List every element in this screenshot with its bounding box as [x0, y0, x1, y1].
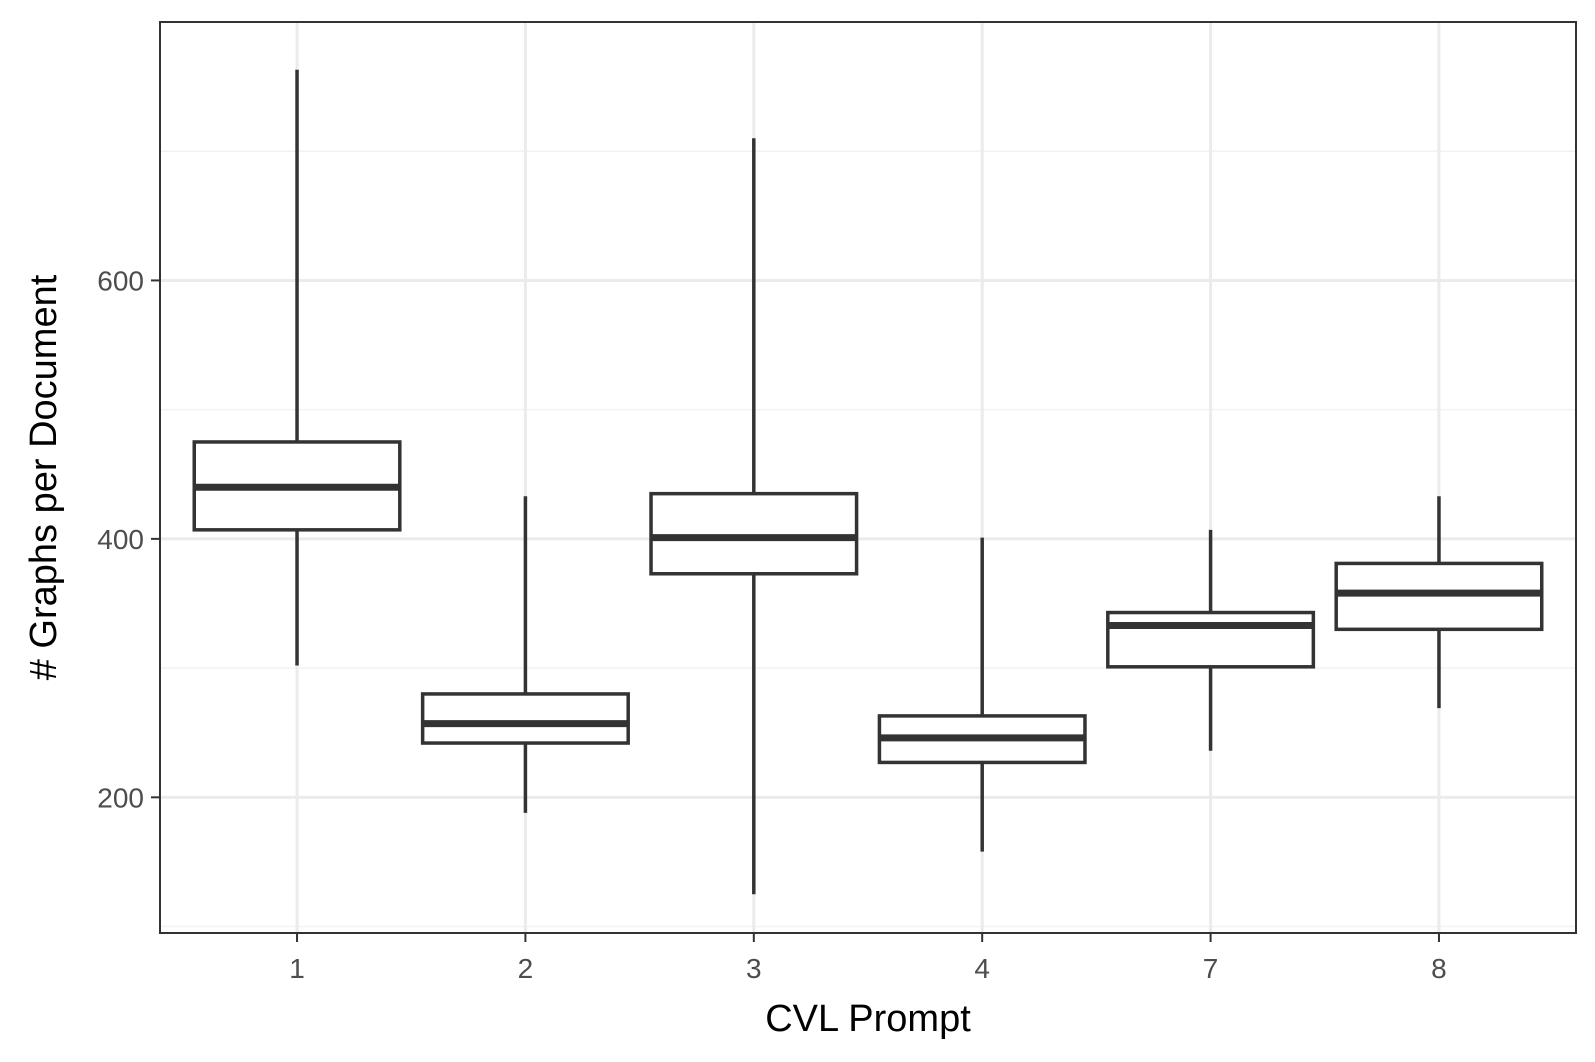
x-tick-label: 8 [1431, 953, 1447, 984]
x-tick-label: 7 [1203, 953, 1219, 984]
box-4 [877, 537, 1087, 852]
box-2 [420, 496, 630, 813]
y-tick-label: 600 [97, 265, 144, 296]
x-tick-label: 4 [974, 953, 990, 984]
box-1 [192, 69, 402, 666]
y-tick-label: 400 [97, 524, 144, 555]
iqr-box [649, 491, 859, 576]
iqr-box [1106, 610, 1316, 669]
x-axis-title: CVL Prompt [765, 998, 971, 1040]
y-axis-title: # Graphs per Document [23, 274, 65, 680]
axes: 200 400 600 1 2 3 4 7 8 [97, 265, 1446, 984]
boxes [192, 69, 1544, 895]
x-tick-label: 1 [289, 953, 305, 984]
y-tick-label: 200 [97, 782, 144, 813]
x-tick-label: 2 [518, 953, 534, 984]
box-8 [1334, 496, 1544, 709]
iqr-box [420, 692, 630, 745]
x-tick-label: 3 [746, 953, 762, 984]
box-3 [649, 138, 859, 895]
panel-border [159, 21, 1577, 934]
box-7 [1106, 529, 1316, 751]
